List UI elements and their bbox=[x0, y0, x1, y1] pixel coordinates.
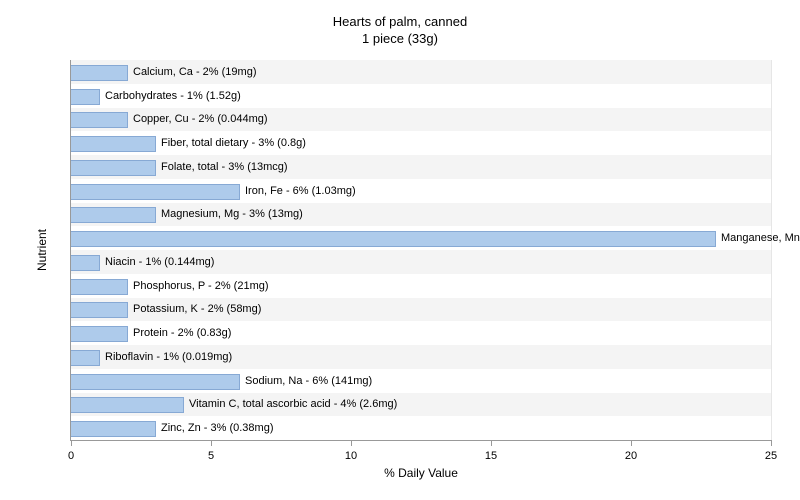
bar bbox=[71, 65, 128, 81]
bar-label: Carbohydrates - 1% (1.52g) bbox=[105, 89, 241, 103]
x-axis-label: % Daily Value bbox=[71, 466, 771, 480]
bar bbox=[71, 255, 100, 271]
bar-label: Magnesium, Mg - 3% (13mg) bbox=[161, 207, 303, 221]
bar-label: Potassium, K - 2% (58mg) bbox=[133, 302, 261, 316]
x-tick-label: 15 bbox=[485, 450, 497, 462]
bar-label: Manganese, Mn - 23% (0.460mg) bbox=[721, 231, 800, 245]
x-tick-label: 5 bbox=[208, 450, 214, 462]
x-tick-label: 0 bbox=[68, 450, 74, 462]
bar bbox=[71, 112, 128, 128]
x-tick bbox=[211, 440, 212, 446]
bar bbox=[71, 374, 240, 390]
bar-label: Calcium, Ca - 2% (19mg) bbox=[133, 65, 256, 79]
chart-container: Hearts of palm, canned 1 piece (33g) Nut… bbox=[0, 0, 800, 500]
x-tick bbox=[71, 440, 72, 446]
x-tick bbox=[771, 440, 772, 446]
x-tick-label: 10 bbox=[345, 450, 357, 462]
x-tick bbox=[351, 440, 352, 446]
bar bbox=[71, 302, 128, 318]
bar bbox=[71, 326, 128, 342]
bar bbox=[71, 350, 100, 366]
plot-area: Nutrient % Daily Value 0510152025Calcium… bbox=[70, 60, 771, 441]
bar-label: Vitamin C, total ascorbic acid - 4% (2.6… bbox=[189, 397, 397, 411]
y-axis-label: Nutrient bbox=[35, 229, 49, 271]
bar bbox=[71, 231, 716, 247]
bar bbox=[71, 421, 156, 437]
title-line2: 1 piece (33g) bbox=[0, 31, 800, 48]
bar bbox=[71, 397, 184, 413]
chart-title: Hearts of palm, canned 1 piece (33g) bbox=[0, 14, 800, 48]
bar-label: Copper, Cu - 2% (0.044mg) bbox=[133, 112, 268, 126]
bar bbox=[71, 207, 156, 223]
bar bbox=[71, 184, 240, 200]
bar-label: Niacin - 1% (0.144mg) bbox=[105, 255, 214, 269]
bar-label: Sodium, Na - 6% (141mg) bbox=[245, 374, 372, 388]
bar-label: Zinc, Zn - 3% (0.38mg) bbox=[161, 421, 273, 435]
bar bbox=[71, 89, 100, 105]
bar-label: Riboflavin - 1% (0.019mg) bbox=[105, 350, 232, 364]
bar-label: Protein - 2% (0.83g) bbox=[133, 326, 231, 340]
bar-label: Phosphorus, P - 2% (21mg) bbox=[133, 279, 269, 293]
grid-line bbox=[771, 60, 772, 440]
title-line1: Hearts of palm, canned bbox=[0, 14, 800, 31]
bar-label: Iron, Fe - 6% (1.03mg) bbox=[245, 184, 356, 198]
bar bbox=[71, 160, 156, 176]
x-tick bbox=[491, 440, 492, 446]
bar-label: Folate, total - 3% (13mcg) bbox=[161, 160, 288, 174]
x-tick-label: 20 bbox=[625, 450, 637, 462]
x-tick-label: 25 bbox=[765, 450, 777, 462]
bar bbox=[71, 136, 156, 152]
bar bbox=[71, 279, 128, 295]
x-tick bbox=[631, 440, 632, 446]
bar-label: Fiber, total dietary - 3% (0.8g) bbox=[161, 136, 306, 150]
